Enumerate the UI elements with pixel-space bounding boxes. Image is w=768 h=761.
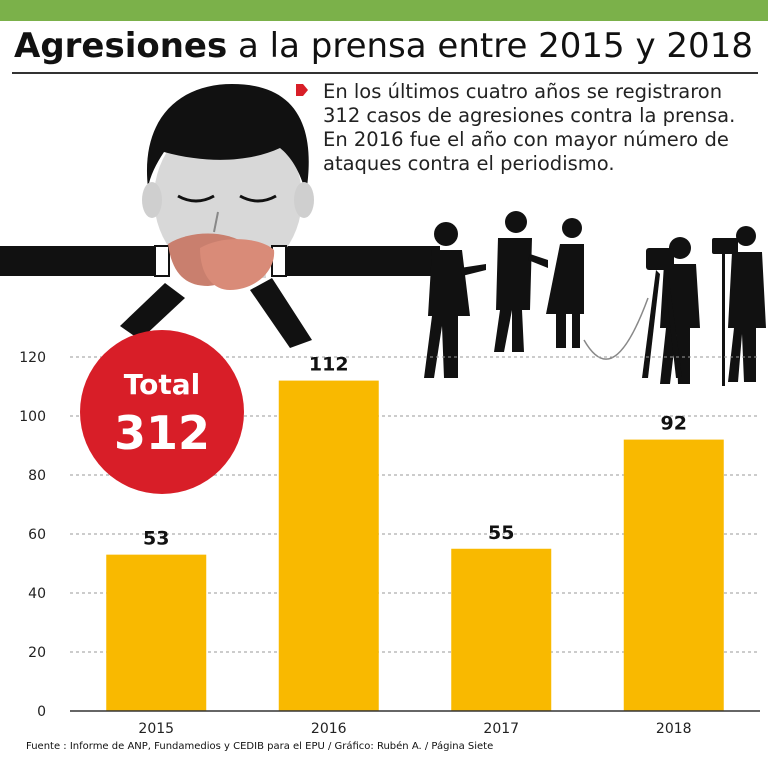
title-divider (12, 72, 758, 74)
bar-2016 (278, 380, 379, 711)
arm-left (0, 246, 185, 340)
bullet-marker-icon (296, 84, 308, 96)
title-bold: Agresiones (14, 26, 228, 66)
x-label-2016: 2016 (311, 721, 347, 737)
microphone-cable (583, 297, 649, 360)
source-credit: Fuente : Informe de ANP, Fundamedios y C… (26, 741, 494, 752)
press-silhouettes (424, 211, 766, 386)
y-tick-label: 80 (28, 468, 46, 484)
x-label-2017: 2017 (483, 721, 519, 737)
bar-2018 (623, 439, 724, 711)
y-tick-label: 0 (37, 704, 46, 720)
y-tick-label: 120 (19, 350, 46, 366)
total-value: 312 (113, 406, 211, 460)
bar-2017 (451, 548, 552, 711)
x-label-2015: 2015 (138, 721, 174, 737)
x-label-2018: 2018 (656, 721, 692, 737)
y-tick-label: 20 (28, 645, 46, 661)
title-rest: a la prensa entre 2015 y 2018 (227, 26, 753, 66)
value-labels: 53 112 55 92 (143, 354, 687, 550)
y-tick-label: 60 (28, 527, 46, 543)
y-tick-label: 40 (28, 586, 46, 602)
x-axis-labels: 2015 2016 2017 2018 (138, 721, 691, 737)
y-axis-ticks: 0 20 40 60 80 100 120 (19, 350, 46, 720)
gagged-journalist-illustration (0, 84, 766, 386)
hand-right (200, 239, 275, 290)
value-label-2015: 53 (143, 528, 169, 550)
bars (106, 380, 724, 711)
value-label-2018: 92 (661, 413, 687, 435)
value-label-2016: 112 (309, 354, 349, 376)
total-badge: Total 312 (80, 330, 244, 494)
hair (146, 84, 309, 194)
page-title: Agresiones a la prensa entre 2015 y 2018 (14, 26, 753, 66)
arm-right (250, 246, 440, 348)
top-accent-bar (0, 0, 768, 21)
bar-2015 (106, 554, 207, 711)
summary-note: En los últimos cuatro años se registraro… (323, 80, 736, 175)
total-label: Total (123, 368, 201, 401)
value-label-2017: 55 (488, 522, 514, 544)
y-tick-label: 100 (19, 409, 46, 425)
